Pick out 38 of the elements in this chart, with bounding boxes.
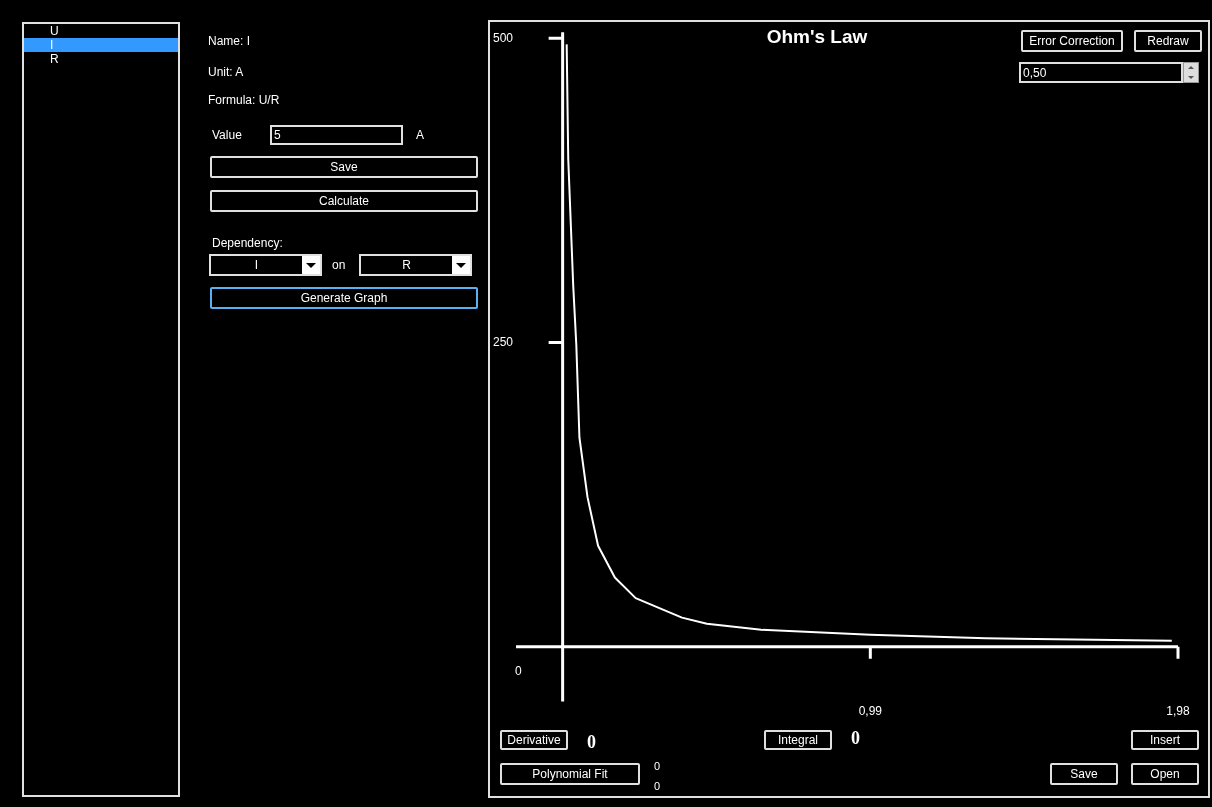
button: Save xyxy=(210,156,478,178)
text: Value xyxy=(212,128,242,142)
annotation: 0,50 xyxy=(1023,65,1047,80)
annotation: Redraw xyxy=(1147,34,1189,48)
text: 0 xyxy=(587,732,596,753)
button: Generate Graph xyxy=(210,287,478,309)
annotation: Error Correction xyxy=(1029,34,1115,48)
text-field: 0,50 xyxy=(1019,62,1183,83)
text-field: 5 xyxy=(270,125,403,145)
y-tick-label: 250 xyxy=(492,334,514,349)
dropdown: I xyxy=(209,254,322,276)
text: on xyxy=(332,258,346,272)
text: U xyxy=(50,24,59,38)
text: A xyxy=(416,128,425,142)
button: Insert xyxy=(1131,730,1199,750)
text: R xyxy=(50,52,59,66)
button: Polynomial Fit xyxy=(500,763,640,785)
button: Calculate xyxy=(210,190,478,212)
text: Formula: U/R xyxy=(208,93,280,107)
y-tick-label: 500 xyxy=(492,30,514,45)
text: I xyxy=(50,38,54,52)
text: Name: I xyxy=(208,34,251,48)
button: Open xyxy=(1131,763,1199,785)
x-tick-label: 0,99 xyxy=(858,704,883,719)
annotation: 0 xyxy=(515,664,522,678)
button: Error Correction xyxy=(1021,30,1123,52)
text: Unit: A xyxy=(208,65,244,79)
button: Integral xyxy=(764,730,832,750)
button: Redraw xyxy=(1134,30,1202,52)
button: Derivative xyxy=(500,730,568,750)
chart-title: Ohm's Law xyxy=(766,25,868,47)
dropdown: R xyxy=(359,254,472,276)
text: 0 xyxy=(851,728,860,749)
button: Save xyxy=(1050,763,1118,785)
text: Dependency: xyxy=(212,236,283,250)
text: 0 xyxy=(654,780,661,792)
x-tick-label: 1,98 xyxy=(1166,704,1190,719)
text: 0 xyxy=(654,760,661,772)
